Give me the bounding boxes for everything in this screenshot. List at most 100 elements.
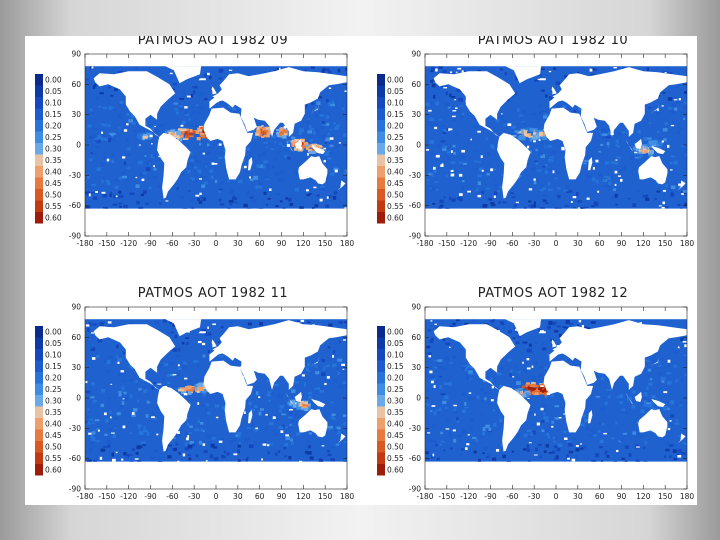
aot-speck xyxy=(443,449,446,452)
aot-speck xyxy=(452,356,457,360)
hotspot-speck xyxy=(296,406,302,410)
aot-speck xyxy=(453,408,457,412)
aot-speck xyxy=(89,108,93,112)
aot-speck xyxy=(101,66,105,69)
aot-speck xyxy=(507,330,512,334)
hotspot-speck xyxy=(203,389,207,393)
aot-speck xyxy=(537,455,541,458)
aot-speck xyxy=(189,441,194,445)
aot-speck xyxy=(277,393,283,398)
gap-speck xyxy=(141,94,145,97)
aot-speck xyxy=(171,448,175,450)
aot-speck xyxy=(586,411,590,415)
hotspot-speck xyxy=(108,138,112,143)
gap-speck xyxy=(506,180,509,182)
aot-speck xyxy=(477,191,481,196)
colorbar-label: 0.35 xyxy=(387,408,404,417)
aot-speck xyxy=(606,176,611,181)
aot-speck xyxy=(425,111,431,114)
aot-speck xyxy=(201,403,206,408)
aot-speck xyxy=(488,427,492,432)
aot-speck xyxy=(89,66,93,70)
aot-speck xyxy=(457,196,461,200)
continent xyxy=(203,107,254,180)
hotspot-speck xyxy=(305,147,310,151)
gap-speck xyxy=(186,95,191,98)
gap-speck xyxy=(450,173,455,177)
hotspot-speck xyxy=(199,134,203,137)
aot-speck xyxy=(426,120,431,125)
aot-speck xyxy=(447,105,451,109)
aot-speck xyxy=(531,379,537,383)
hotspot-speck xyxy=(539,131,543,135)
aot-speck xyxy=(574,454,578,459)
aot-speck xyxy=(330,416,334,419)
panel-title: PATMOS AOT 1982 10 xyxy=(478,36,628,48)
aot-speck xyxy=(431,186,436,191)
gap-speck xyxy=(195,194,200,197)
aot-speck xyxy=(547,434,551,439)
aot-speck xyxy=(458,105,463,108)
map-area xyxy=(85,66,347,209)
aot-speck xyxy=(327,132,330,136)
gap-speck xyxy=(110,383,113,385)
hotspot-speck xyxy=(522,385,525,389)
aot-speck xyxy=(449,196,452,201)
aot-speck xyxy=(486,456,490,458)
aot-speck xyxy=(130,365,135,369)
aot-speck xyxy=(335,443,340,446)
hotspot-speck xyxy=(278,135,283,138)
aot-speck xyxy=(595,453,599,458)
aot-speck xyxy=(305,450,308,454)
hotspot-speck xyxy=(529,127,533,132)
aot-speck xyxy=(149,160,152,164)
hotspot-speck xyxy=(534,128,538,133)
continent xyxy=(497,132,531,199)
gap-speck xyxy=(572,196,577,199)
colorbar-label: 0.50 xyxy=(45,443,62,452)
aot-speck xyxy=(175,387,181,391)
aot-speck xyxy=(518,370,521,374)
aot-speck xyxy=(251,129,256,133)
panel-title: PATMOS AOT 1982 11 xyxy=(138,286,288,301)
aot-speck xyxy=(125,396,129,401)
aot-speck xyxy=(565,185,570,190)
aot-speck xyxy=(145,431,150,436)
aot-speck xyxy=(129,192,135,196)
colorbar-label: 0.50 xyxy=(387,443,404,452)
aot-speck xyxy=(473,116,477,121)
gap-speck xyxy=(312,337,315,339)
aot-speck xyxy=(615,421,618,425)
aot-speck xyxy=(229,203,233,206)
aot-speck xyxy=(307,445,312,449)
aot-speck xyxy=(264,175,269,178)
aot-speck xyxy=(636,433,641,436)
hotspot-speck xyxy=(142,135,148,139)
aot-speck xyxy=(494,327,499,330)
hotspot-speck xyxy=(289,403,292,406)
continent xyxy=(209,67,347,137)
aot-speck xyxy=(541,378,546,381)
aot-speck xyxy=(584,326,588,330)
aot-speck xyxy=(344,169,347,173)
gap-speck xyxy=(662,189,666,192)
aot-speck xyxy=(271,391,274,395)
gap-speck xyxy=(239,366,241,370)
y-tick-label: 90 xyxy=(71,50,81,59)
aot-speck xyxy=(253,405,258,409)
aot-speck xyxy=(138,206,143,209)
hotspot-speck xyxy=(606,130,612,135)
continent xyxy=(298,409,328,438)
gap-speck xyxy=(661,140,664,143)
aot-speck xyxy=(294,188,299,192)
aot-speck xyxy=(345,154,347,158)
aot-speck xyxy=(123,161,127,166)
aot-speck xyxy=(186,342,189,345)
hotspot-speck xyxy=(308,403,312,406)
aot-speck xyxy=(228,200,234,203)
hotspot-speck xyxy=(304,142,308,144)
gap-speck xyxy=(306,99,309,102)
aot-speck xyxy=(452,144,456,148)
aot-speck xyxy=(490,115,495,118)
